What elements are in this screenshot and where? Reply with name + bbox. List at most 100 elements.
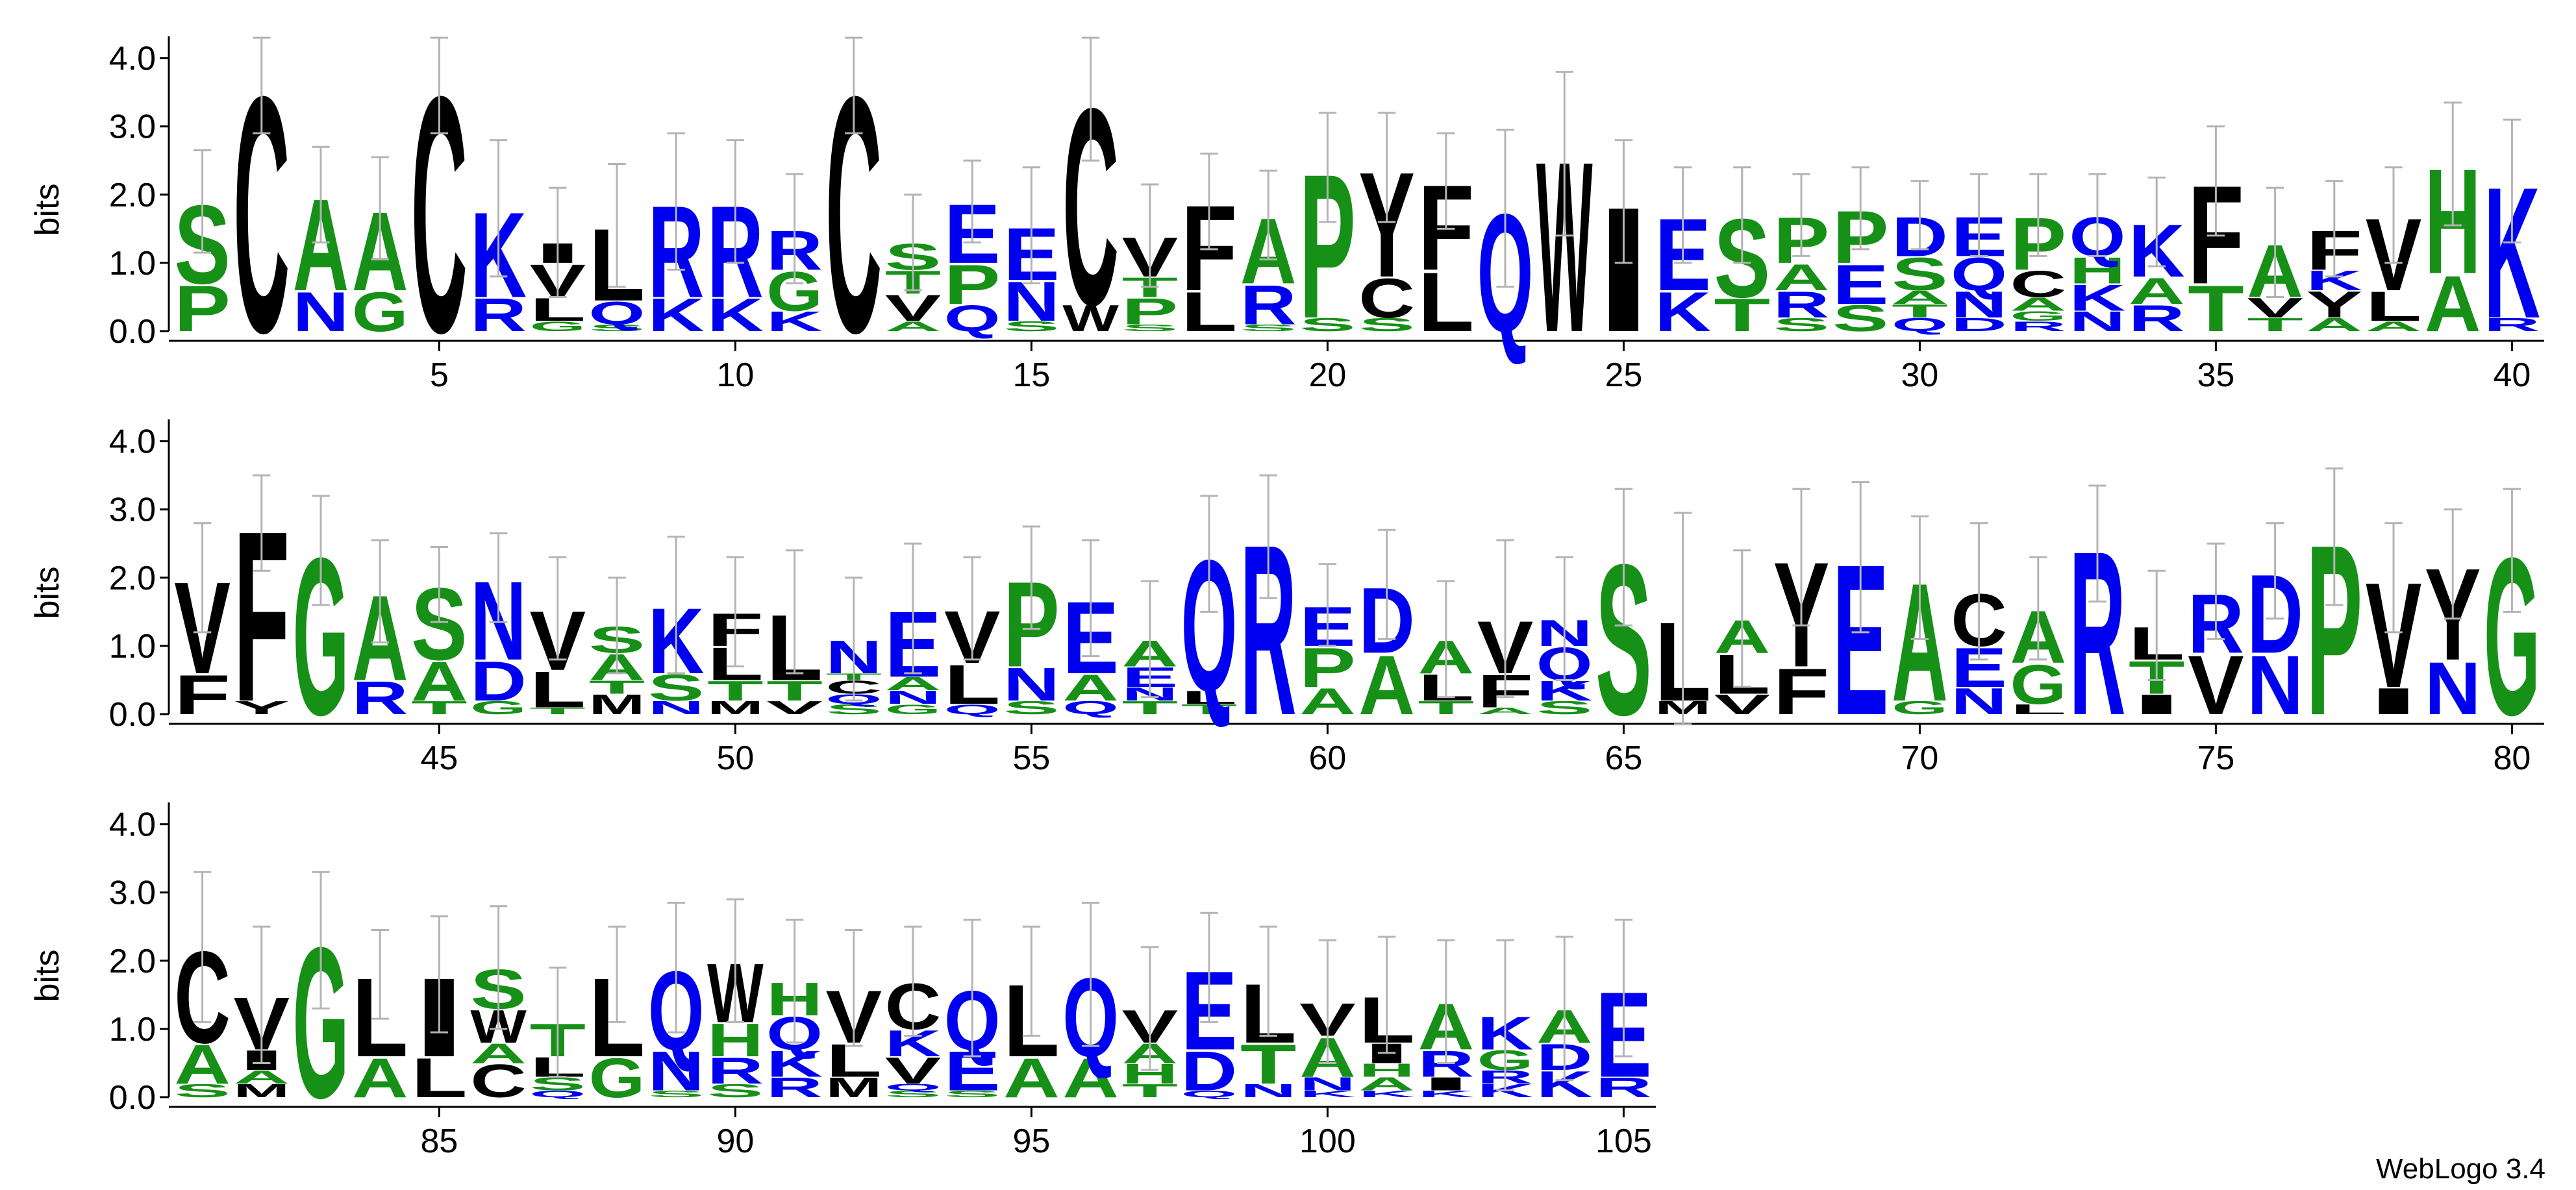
logo-letter: N: [2070, 306, 2126, 337]
logo-letter: S: [1773, 314, 1830, 336]
logo-letter: A: [1892, 287, 1948, 308]
error-bar: [1614, 139, 1633, 264]
error-bar: [1200, 495, 1218, 613]
logo-letter: M: [825, 1072, 882, 1103]
logo-letter: A: [2129, 270, 2185, 312]
y-tick-label: 2.0: [109, 177, 156, 214]
error-bar: [963, 159, 981, 243]
error-bar: [785, 173, 804, 284]
error-bar: [845, 36, 863, 134]
error-bar: [549, 556, 567, 661]
x-tick-label: 70: [1901, 739, 1938, 777]
error-bar: [963, 919, 981, 1058]
error-bar: [1081, 539, 1100, 658]
logo-letter: N: [2425, 646, 2481, 730]
error-bar: [1673, 166, 1692, 264]
x-tick-label: 40: [2493, 356, 2531, 394]
error-bar: [1792, 173, 1810, 257]
logo-letter: R: [470, 289, 527, 341]
x-tick-label: 45: [420, 739, 458, 777]
y-tick-label: 0.0: [109, 1079, 156, 1117]
error-bar: [1970, 173, 1988, 257]
error-bar: [549, 966, 567, 1078]
logo-letter: C: [1358, 266, 1415, 329]
logo-letter: N: [2247, 638, 2303, 732]
error-bar: [193, 522, 212, 634]
error-bar: [667, 901, 685, 1034]
logo-letter: L: [529, 661, 586, 719]
error-bar: [1318, 112, 1337, 223]
x-tick-label: 5: [430, 356, 449, 394]
logo-letter: V: [2188, 638, 2244, 732]
error-bar: [312, 495, 330, 606]
error-bar: [2029, 173, 2047, 257]
logo-letter: R: [1240, 273, 1297, 336]
logo-letter: S: [589, 323, 645, 333]
error-bar: [1318, 563, 1337, 647]
error-bar: [2444, 101, 2462, 227]
y-axis-label: bits: [29, 184, 66, 236]
error-bar: [1141, 580, 1159, 699]
error-bar: [2207, 125, 2225, 237]
logo-letter: G: [529, 319, 586, 334]
x-tick-label: 35: [2197, 356, 2234, 394]
error-bar: [1022, 925, 1041, 1037]
y-tick-label: 1.0: [109, 1011, 156, 1048]
y-tick-label: 3.0: [109, 874, 156, 912]
logo-letter: T: [2247, 314, 2303, 336]
error-bar: [1555, 71, 1573, 237]
error-bar: [1259, 169, 1277, 261]
logo-letter: A: [1062, 667, 1119, 708]
error-bar: [430, 546, 449, 623]
x-tick-label: 20: [1308, 356, 1346, 394]
logo-letter: S: [707, 1080, 764, 1102]
logo-letter: P: [944, 253, 1001, 316]
x-tick-label: 95: [1012, 1122, 1050, 1160]
logo-letter: N: [1299, 1073, 1356, 1095]
x-tick-label: 60: [1308, 739, 1346, 777]
logo-letter: T: [1418, 697, 1474, 719]
error-bar: [667, 536, 685, 675]
logo-letter: T: [529, 706, 586, 716]
logo-letter: I: [2129, 689, 2185, 720]
logo-letter: P: [1121, 291, 1178, 332]
error-bar: [608, 163, 626, 288]
logo-letter: L: [1418, 254, 1474, 349]
logo-letter: R: [707, 1050, 764, 1091]
error-bar: [1496, 939, 1514, 1091]
logo-letter: S: [1536, 697, 1593, 719]
logo-letter: N: [1003, 658, 1060, 710]
error-bar: [2088, 173, 2107, 257]
x-tick-label: 75: [2197, 739, 2234, 777]
logo-letter: C: [470, 1055, 527, 1107]
error-bar: [312, 145, 330, 243]
error-bar: [2503, 488, 2521, 613]
logo-letter: S: [174, 1080, 231, 1102]
y-tick-label: 1.0: [109, 628, 156, 665]
x-tick-label: 90: [716, 1122, 754, 1160]
logo-letter: R: [1773, 284, 1830, 325]
logo-letter: N: [1240, 1080, 1297, 1102]
x-tick-label: 25: [1605, 356, 1642, 394]
x-tick-label: 100: [1299, 1122, 1356, 1160]
logo-letter: R: [2129, 297, 2185, 339]
logo-letter: D: [1181, 1039, 1238, 1102]
logo-letter: Q: [1181, 1089, 1238, 1099]
logo-letter: N: [1951, 284, 2007, 325]
error-bar: [1555, 556, 1573, 681]
error-bar: [1733, 549, 1751, 688]
logo-letter: S: [1003, 319, 1060, 334]
logo-letter: N: [648, 697, 705, 719]
logo-letter: A: [2366, 319, 2422, 334]
logo-letter: K: [1299, 1089, 1356, 1099]
logo-letter: T: [589, 676, 645, 698]
error-bar: [1259, 925, 1277, 1037]
logo-letter: L: [1181, 280, 1238, 343]
logo-letter: A: [1358, 638, 1415, 732]
x-tick-label: 105: [1595, 1122, 1652, 1160]
error-bar: [253, 36, 271, 134]
logo-letter: V: [766, 697, 823, 719]
error-bar: [1851, 166, 1869, 251]
error-bar: [1022, 525, 1041, 630]
